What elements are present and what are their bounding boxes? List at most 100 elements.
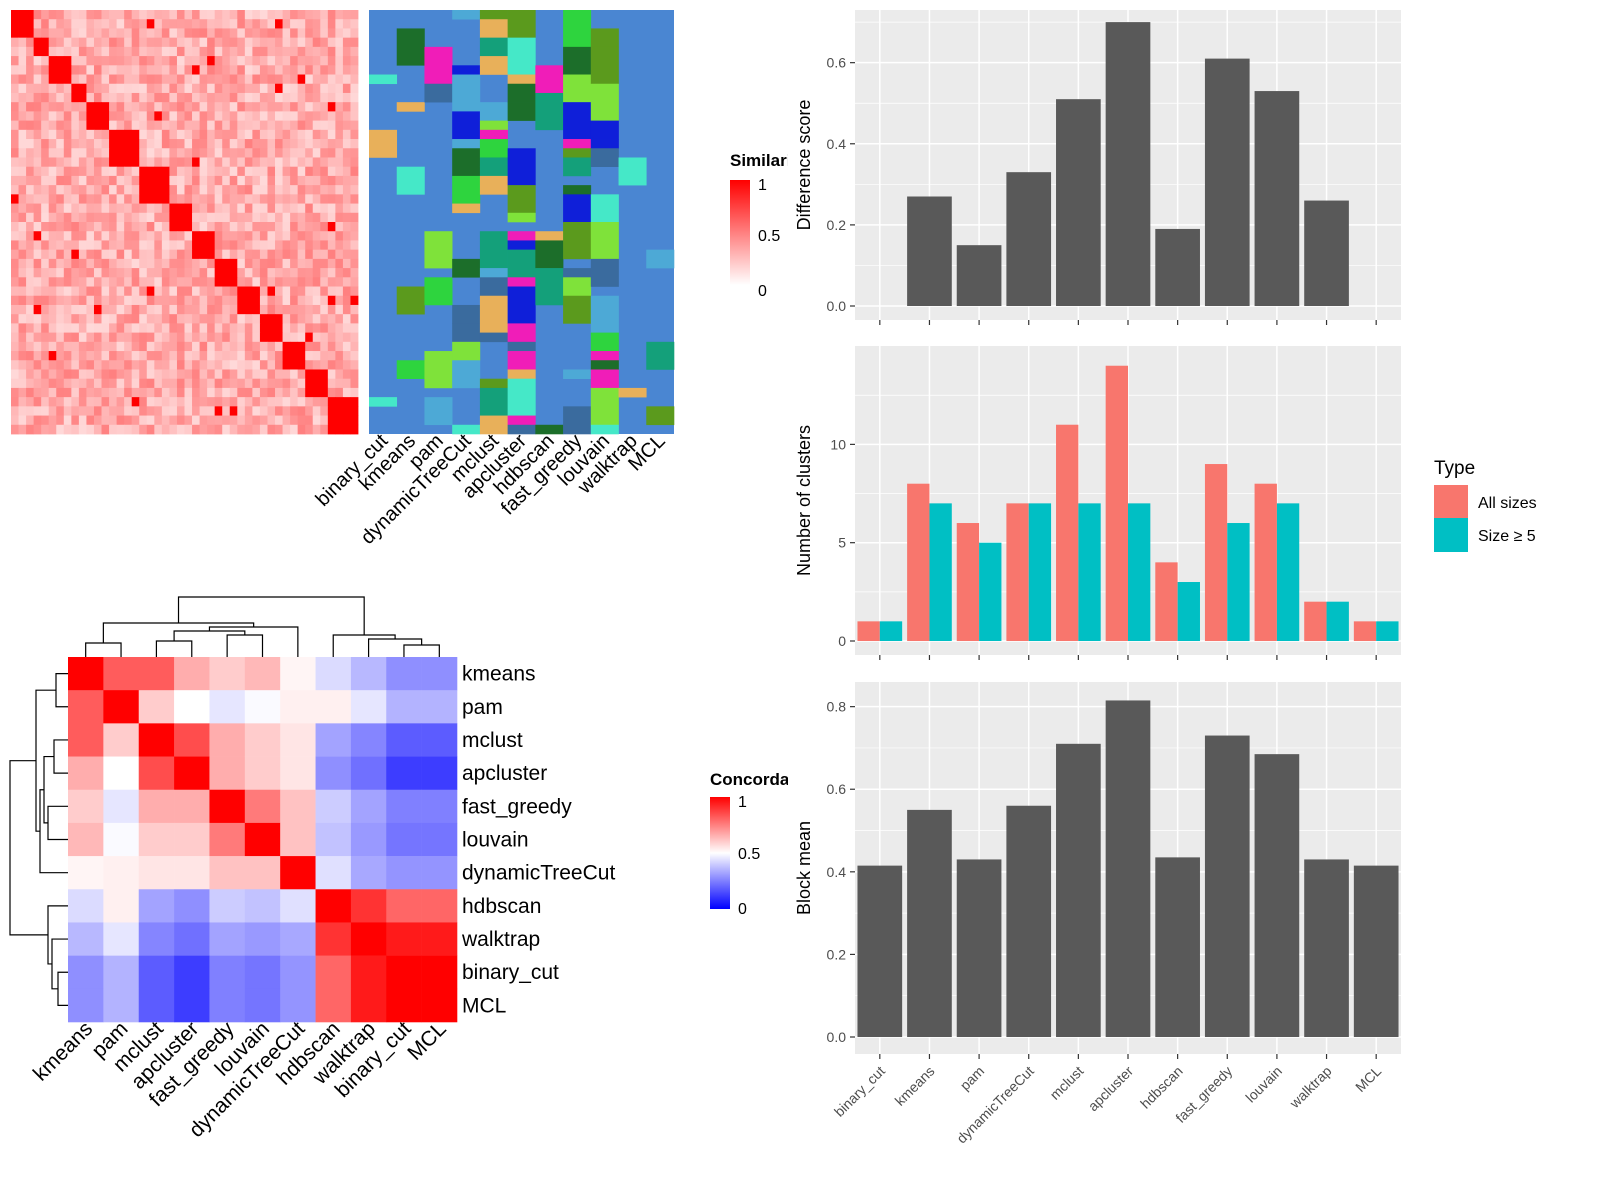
similarity-cell <box>109 268 118 278</box>
similarity-cell <box>192 369 200 380</box>
similarity-cell <box>320 249 329 260</box>
similarity-cell <box>41 378 50 389</box>
similarity-cell <box>237 194 246 204</box>
similarity-cell <box>161 139 170 149</box>
similarity-cell <box>41 92 50 103</box>
similarity-cell <box>93 148 102 158</box>
similarity-cell <box>199 139 208 149</box>
similarity-cell <box>199 351 208 361</box>
similarity-cell <box>207 185 216 195</box>
similarity-cell <box>267 83 276 94</box>
similarity-cell <box>41 249 50 260</box>
similarity-cell <box>176 65 185 75</box>
similarity-cell <box>11 424 19 435</box>
similarity-cell <box>259 203 268 214</box>
similarity-cell <box>139 406 148 416</box>
similarity-cell <box>267 166 276 177</box>
similarity-cell <box>124 286 133 297</box>
similarity-cell <box>86 314 95 324</box>
similarity-cell <box>252 258 261 269</box>
similarity-cell <box>320 240 329 251</box>
concordance-cell <box>138 756 175 791</box>
similarity-cell <box>327 360 336 370</box>
similarity-cell <box>320 314 329 324</box>
similarity-cell <box>33 360 42 370</box>
similarity-cell <box>33 185 42 195</box>
similarity-cell <box>184 37 193 48</box>
similarity-cell <box>290 397 299 407</box>
concordance-cell <box>138 988 175 1023</box>
similarity-cell <box>305 74 314 85</box>
similarity-cell <box>11 65 19 75</box>
bar <box>1254 91 1300 306</box>
similarity-cell <box>63 166 72 177</box>
similarity-tick-1: 1 <box>758 177 767 194</box>
similarity-cell <box>86 102 95 112</box>
similarity-cell <box>41 240 50 251</box>
concordance-row-label: pam <box>462 696 503 719</box>
similarity-cell <box>169 129 178 140</box>
similarity-cell <box>56 203 65 214</box>
similarity-cell <box>312 185 321 195</box>
similarity-cell <box>229 203 238 214</box>
similarity-cell <box>290 120 299 131</box>
similarity-cell <box>184 19 193 29</box>
similarity-cell <box>101 65 110 75</box>
similarity-cell <box>297 166 306 177</box>
similarity-cell <box>33 295 42 306</box>
similarity-cell <box>252 351 261 361</box>
similarity-cell <box>161 92 170 103</box>
similarity-cell <box>26 222 35 232</box>
similarity-cell <box>124 212 133 223</box>
similarity-cell <box>312 240 321 251</box>
similarity-cell <box>275 19 283 29</box>
similarity-cell <box>124 378 133 389</box>
similarity-cell <box>139 56 148 66</box>
similarity-cell <box>146 65 155 75</box>
cluster-cell <box>479 175 508 195</box>
similarity-cell <box>214 157 223 168</box>
similarity-cell <box>229 249 238 260</box>
similarity-cell <box>320 387 329 398</box>
similarity-cell <box>41 102 50 112</box>
similarity-cell <box>109 111 118 122</box>
similarity-cell <box>207 304 216 315</box>
similarity-cell <box>169 194 178 204</box>
similarity-cell <box>71 268 80 278</box>
similarity-cell <box>192 203 200 214</box>
similarity-cell <box>18 387 27 398</box>
similarity-cell <box>116 56 125 66</box>
similarity-cell <box>154 231 163 241</box>
similarity-cell <box>169 360 178 370</box>
similarity-cell <box>259 111 268 122</box>
similarity-cell <box>184 10 193 20</box>
similarity-cell <box>350 295 359 306</box>
similarity-cell <box>154 222 163 232</box>
similarity-cell <box>78 175 87 186</box>
similarity-cell <box>184 387 193 398</box>
similarity-cell <box>214 194 223 204</box>
dendrogram-branch <box>35 689 56 832</box>
similarity-cell <box>252 286 261 297</box>
similarity-cell <box>192 323 200 334</box>
similarity-cell <box>192 222 200 232</box>
cluster-cell <box>452 360 481 389</box>
concordance-cell <box>209 723 246 757</box>
similarity-cell <box>116 37 125 48</box>
cluster-cell <box>424 397 453 426</box>
similarity-cell <box>237 37 246 48</box>
similarity-cell <box>56 424 65 435</box>
concordance-cell <box>280 756 316 791</box>
similarity-cell <box>199 83 208 94</box>
similarity-cell <box>41 286 50 297</box>
similarity-cell <box>184 148 193 158</box>
similarity-cell <box>101 314 110 324</box>
similarity-cell <box>176 19 185 29</box>
similarity-cell <box>320 397 329 407</box>
concordance-cell <box>280 955 316 990</box>
bar-size5 <box>1078 503 1101 641</box>
similarity-cell <box>320 166 329 177</box>
similarity-cell <box>154 406 163 416</box>
similarity-cell <box>63 19 72 29</box>
similarity-cell <box>350 415 359 426</box>
